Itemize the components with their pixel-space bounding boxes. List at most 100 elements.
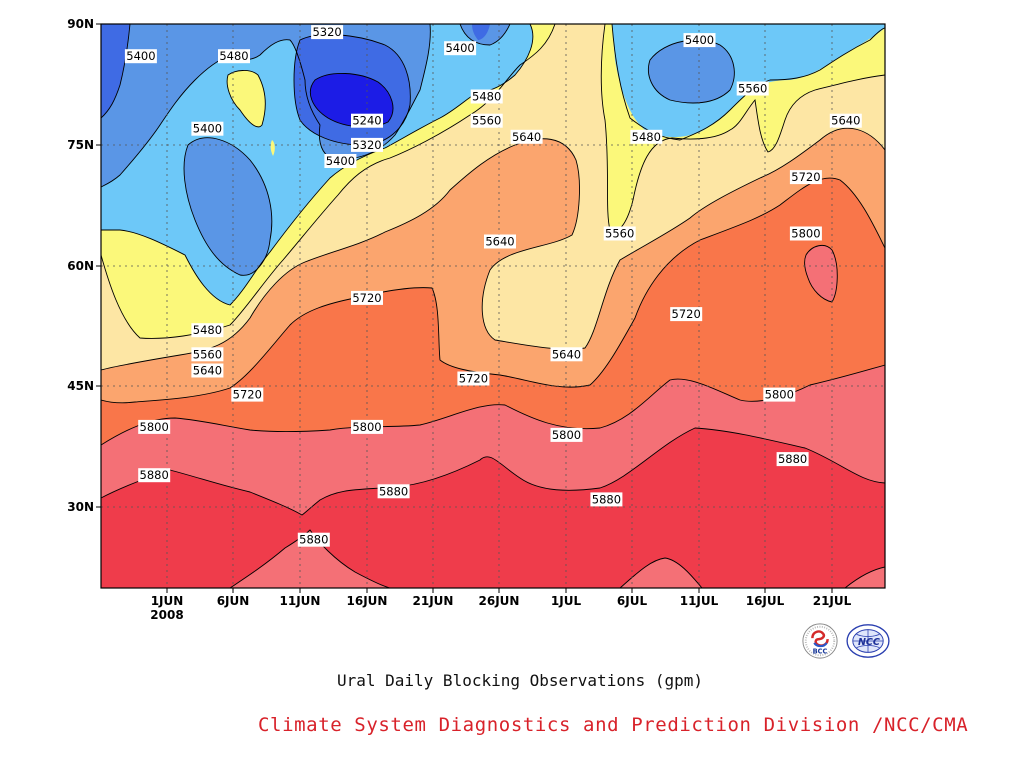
ncc-logo: NCC: [846, 624, 890, 658]
y-tick-30n: 30N: [67, 500, 94, 514]
contour-label: 5480: [218, 49, 250, 64]
contour-label: 5560: [736, 81, 769, 96]
contour-label-box: [351, 290, 383, 305]
contour-label-text: 5640: [485, 235, 514, 249]
contour-label-text: 5800: [765, 388, 794, 402]
x-tick-11jun: 11JUN: [280, 594, 321, 608]
contour-label-box: [444, 41, 477, 56]
contour-label-text: 5480: [219, 49, 248, 63]
contour-label-text: 5800: [140, 420, 169, 434]
contour-label-text: 5560: [472, 114, 501, 128]
contour-label-box: [789, 170, 822, 185]
contour-label: 5400: [683, 33, 716, 48]
contour-label-text: 5560: [605, 227, 634, 241]
contour-label-box: [191, 347, 224, 362]
contour-label: 5640: [484, 234, 516, 249]
contour-label: 5400: [191, 121, 224, 136]
island-5880-c: [845, 567, 885, 588]
contour-label-box: [776, 452, 809, 467]
contour-label-text: 5400: [126, 49, 155, 63]
island-5800: [804, 245, 838, 302]
contour-label-box: [124, 49, 157, 64]
contour-label-text: 5880: [140, 468, 169, 482]
contour-label-box: [191, 121, 224, 136]
contour-label: 5480: [191, 323, 224, 338]
contour-label-text: 5480: [632, 130, 661, 144]
contour-label: 5720: [351, 290, 383, 305]
contour-label-text: 5400: [685, 33, 714, 47]
contour-label-box: [351, 419, 383, 434]
contour-label-box: [351, 137, 383, 152]
y-tick-90n: 90N: [67, 17, 94, 31]
contour-label-box: [138, 419, 171, 434]
contour-label-box: [484, 234, 516, 249]
contour-label-box: [763, 387, 796, 402]
contour-label-text: 5240: [352, 114, 381, 128]
x-tick-11jul: 11JUL: [680, 594, 719, 608]
contour-label: 5480: [470, 89, 503, 104]
contour-label: 5880: [377, 484, 410, 499]
contour-label-text: 5880: [592, 492, 621, 506]
x-tick-labels: 1JUN 2008 6JUN 11JUN 16JUN 21JUN 26JUN 1…: [150, 594, 851, 622]
contour-label: 5640: [550, 347, 583, 362]
ncc-logo-text: NCC: [858, 637, 880, 648]
contour-label: 5800: [763, 387, 796, 402]
contour-label-text: 5480: [193, 323, 222, 337]
contour-label-text: 5640: [512, 130, 541, 144]
x-tick-6jun: 6JUN: [217, 594, 250, 608]
contour-label: 5720: [231, 387, 264, 402]
band-below-5240: [310, 73, 393, 127]
band-5240-5320: [101, 24, 490, 145]
contour-label: 5560: [191, 347, 224, 362]
contour-label-text: 5800: [352, 420, 381, 434]
x-tick-16jun: 16JUN: [347, 594, 388, 608]
contour-label-box: [191, 363, 224, 378]
contour-label-box: [351, 113, 383, 128]
x-tick-6jul: 6JUL: [617, 594, 648, 608]
chart-caption: Ural Daily Blocking Observations (gpm): [336, 671, 704, 690]
x-tick-21jul: 21JUL: [813, 594, 852, 608]
contour-label-text: 5880: [379, 484, 408, 498]
contour-label-text: 5800: [552, 428, 581, 442]
band-5320-5400: [101, 24, 735, 276]
contour-label-box: [470, 89, 503, 104]
contour-label-box: [470, 113, 503, 128]
contour-label-box: [191, 323, 224, 338]
contour-label: 5480: [630, 129, 663, 144]
contour-label-box: [603, 226, 636, 241]
contour-label: 5400: [444, 41, 477, 56]
x-tick-1jun: 1JUN: [151, 594, 184, 608]
contour-label-text: 5640: [831, 114, 860, 128]
contour-label: 5640: [510, 129, 543, 144]
tick-marks: [96, 23, 833, 593]
contour-label-box: [590, 492, 623, 507]
plot-frame: [100, 23, 886, 589]
contour-label: 5720: [789, 170, 822, 185]
contour-label-box: [377, 484, 410, 499]
contour-label: 5640: [191, 363, 224, 378]
contour-label-box: [630, 129, 663, 144]
contour-label-text: 5880: [778, 452, 807, 466]
contour-label-text: 5400: [445, 41, 474, 55]
contour-label: 5800: [789, 226, 822, 241]
contour-label-box: [311, 25, 344, 40]
x-tick-26jun: 26JUN: [479, 594, 520, 608]
contour-label: 5800: [351, 419, 383, 434]
contour-label: 5720: [670, 307, 703, 322]
gridlines: [101, 24, 885, 588]
contour-label-box: [231, 387, 264, 402]
contour-label-box: [297, 532, 330, 547]
contour-label-box: [324, 154, 357, 168]
bcc-logo-text: BCC: [813, 647, 828, 655]
contour-label: 5320: [351, 137, 383, 152]
contour-label: 5880: [297, 532, 330, 547]
contour-label-text: 5640: [193, 364, 222, 378]
contour-label-box: [670, 307, 703, 322]
y-tick-45n: 45N: [67, 379, 94, 393]
contour-label: 5640: [829, 113, 862, 128]
contour-label: 5560: [603, 226, 636, 241]
contour-label-box: [457, 371, 490, 386]
contour-label: 5400: [124, 49, 157, 64]
contour-label-text: 5880: [299, 533, 328, 547]
